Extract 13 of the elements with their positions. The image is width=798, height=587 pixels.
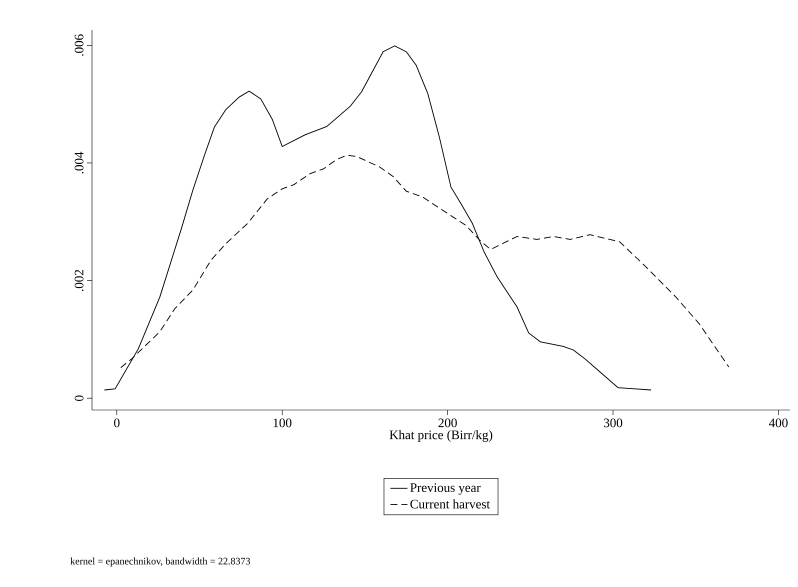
x-tick-label: 400	[768, 418, 788, 428]
text: kernel = epanechnikov, bandwidth = 22.8373	[70, 557, 250, 567]
y-tick-label: .002	[74, 270, 84, 292]
x-tick-label: 300	[604, 418, 622, 428]
y-tick-label: .006	[74, 34, 84, 56]
legend-label: Current harvest	[410, 499, 490, 508]
x-axis-title: Khat price (Birr/kg)	[390, 430, 492, 442]
x-tick-label: 0	[114, 418, 120, 428]
y-tick-label: .004	[74, 152, 84, 174]
x-tick-label: 200	[438, 418, 457, 428]
y-tick-label: 0	[74, 395, 84, 401]
legend-label: Previous year	[410, 483, 481, 495]
x-tick-label: 100	[274, 418, 292, 428]
